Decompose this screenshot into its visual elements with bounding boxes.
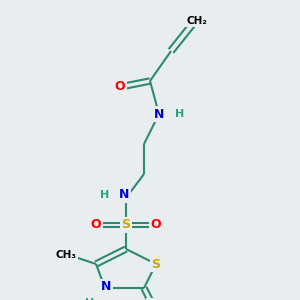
Text: O: O xyxy=(91,218,101,232)
Text: N: N xyxy=(154,107,164,121)
Text: CH₂: CH₂ xyxy=(186,16,207,26)
Text: O: O xyxy=(115,80,125,94)
Text: CH₃: CH₃ xyxy=(56,250,76,260)
Text: H: H xyxy=(176,109,184,119)
Text: H: H xyxy=(85,298,94,300)
Text: N: N xyxy=(119,188,130,202)
Text: S: S xyxy=(152,257,160,271)
Text: S: S xyxy=(122,218,130,232)
Text: O: O xyxy=(151,218,161,232)
Text: H: H xyxy=(100,190,109,200)
Text: O: O xyxy=(148,299,158,300)
Text: N: N xyxy=(101,280,112,293)
